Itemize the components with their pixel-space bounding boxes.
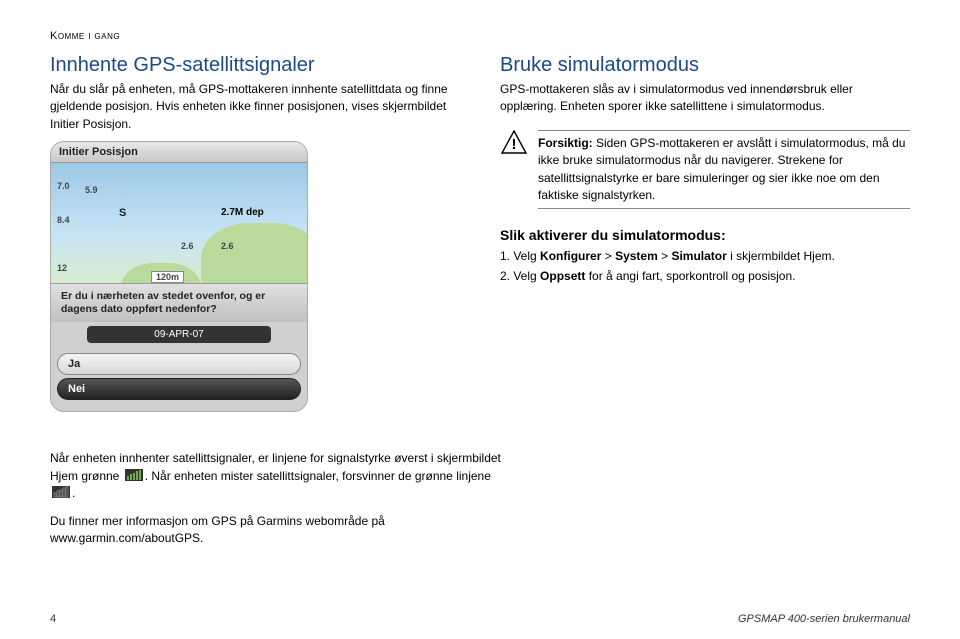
map-num: 2.6 (181, 241, 194, 251)
subheading: Slik aktiverer du simulatormodus: (500, 227, 910, 243)
map-num: 8.4 (57, 215, 70, 225)
map-num: 2.6 (221, 241, 234, 251)
step-1: 1. Velg Konfigurer > System > Simulator … (500, 247, 910, 265)
section-tag: Komme i gang (50, 30, 910, 42)
device-button-yes[interactable]: Ja (57, 353, 301, 375)
manual-title: GPSMAP 400-serien brukermanual (738, 613, 910, 625)
warning-body: Siden GPS-mottakeren er avslått i simula… (538, 136, 905, 202)
link-paragraph: Du finner mer informasjon om GPS på Garm… (50, 513, 510, 548)
map-num: 7.0 (57, 181, 70, 191)
step-text: 1. Velg (500, 249, 540, 263)
bold: Oppsett (540, 269, 585, 283)
text: . (72, 486, 75, 500)
text: . Når enheten mister satellittsignaler, … (145, 469, 491, 483)
device-screenshot: Initier Posisjon 7.0 5.9 8.4 12 2.6 2.6 … (50, 141, 308, 412)
signal-bars-green-icon (125, 469, 143, 481)
text: Du finner mer informasjon om GPS på Garm… (50, 514, 385, 528)
warning-triangle-icon: ! (500, 130, 528, 154)
step-list: 1. Velg Konfigurer > System > Simulator … (500, 247, 910, 285)
page-number: 4 (50, 613, 56, 625)
device-prompt: Er du i nærheten av stedet ovenfor, og e… (51, 283, 307, 322)
warning-block: ! Forsiktig: Siden GPS-mottakeren er avs… (500, 126, 910, 214)
bold: System (615, 249, 658, 263)
sep: > (601, 249, 615, 263)
step-text: i skjermbildet Hjem. (727, 249, 835, 263)
right-heading: Bruke simulatormodus (500, 54, 910, 77)
step-2: 2. Velg Oppsett for å angi fart, sporkon… (500, 267, 910, 285)
right-column: Bruke simulatormodus GPS-mottakeren slås… (500, 54, 910, 422)
device-date: 09-APR-07 (87, 326, 271, 343)
left-column: Innhente GPS-satellittsignaler Når du sl… (50, 54, 460, 422)
step-text: 2. Velg (500, 269, 540, 283)
device-button-no[interactable]: Nei (57, 378, 301, 400)
map-scale: 120m (151, 271, 184, 283)
device-map: 7.0 5.9 8.4 12 2.6 2.6 S 2.7M dep 120m (51, 163, 307, 283)
gps-url: www.garmin.com/aboutGPS. (50, 531, 203, 545)
map-s-marker: S (119, 207, 126, 219)
left-heading: Innhente GPS-satellittsignaler (50, 54, 460, 77)
bold: Simulator (671, 249, 726, 263)
warning-label: Forsiktig: (538, 136, 593, 150)
device-title: Initier Posisjon (51, 142, 307, 163)
two-column-layout: Innhente GPS-satellittsignaler Når du sl… (50, 54, 910, 422)
warning-text: Forsiktig: Siden GPS-mottakeren er avslå… (538, 130, 910, 210)
sep: > (658, 249, 672, 263)
signal-bars-empty-icon (52, 486, 70, 498)
device-buttons: Ja Nei (51, 347, 307, 411)
map-depth: 2.7M dep (221, 207, 264, 218)
page-footer: 4 GPSMAP 400-serien brukermanual (50, 613, 910, 625)
bold: Konfigurer (540, 249, 601, 263)
right-intro: GPS-mottakeren slås av i simulatormodus … (500, 81, 910, 116)
step-text: for å angi fart, sporkontroll og posisjo… (585, 269, 795, 283)
svg-text:!: ! (512, 136, 517, 153)
map-num: 5.9 (85, 185, 98, 195)
lower-text-block: Når enheten innhenter satellittsignaler,… (50, 450, 510, 547)
map-num: 12 (57, 263, 67, 273)
signal-paragraph: Når enheten innhenter satellittsignaler,… (50, 450, 510, 502)
left-intro: Når du slår på enheten, må GPS-mottakere… (50, 81, 460, 133)
